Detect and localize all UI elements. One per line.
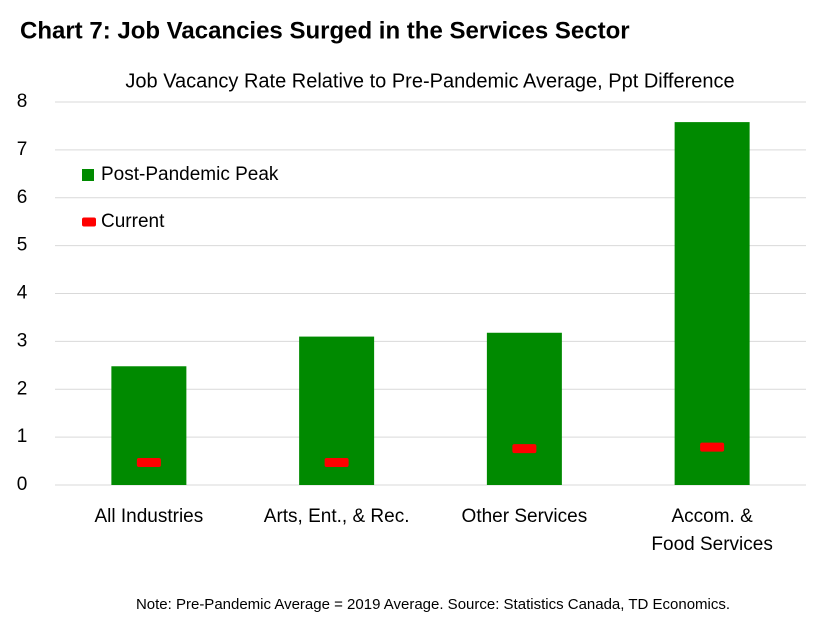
bar [486,332,562,485]
y-tick-label: 1 [17,426,28,447]
x-tick-label: Arts, Ent., & Rec. [263,506,410,527]
x-tick-label: Other Services [461,506,588,527]
x-tick-label: Accom. & Food Services [651,506,773,555]
y-tick-label: 4 [17,283,28,304]
bar [674,122,750,486]
bar [111,366,187,485]
current-marker [136,457,161,467]
y-tick-label: 2 [17,378,28,399]
y-tick-label: 7 [17,139,28,160]
chart-subtitle: Job Vacancy Rate Relative to Pre-Pandemi… [125,70,734,92]
legend-swatch [82,217,96,227]
y-tick-label: 5 [17,235,28,256]
y-tick-label: 8 [17,91,28,112]
chart-title: Chart 7: Job Vacancies Surged in the Ser… [20,17,630,44]
legend-swatch [82,169,94,181]
y-tick-label: 6 [17,187,28,208]
current-marker [512,444,537,454]
legend-label: Current [101,211,165,232]
y-tick-label: 0 [17,474,28,495]
chart-note: Note: Pre-Pandemic Average = 2019 Averag… [136,596,730,613]
legend-label: Post-Pandemic Peak [101,164,279,185]
current-marker [700,442,725,452]
current-marker [324,457,349,467]
y-tick-label: 3 [17,330,28,351]
x-tick-label: All Industries [94,506,204,527]
